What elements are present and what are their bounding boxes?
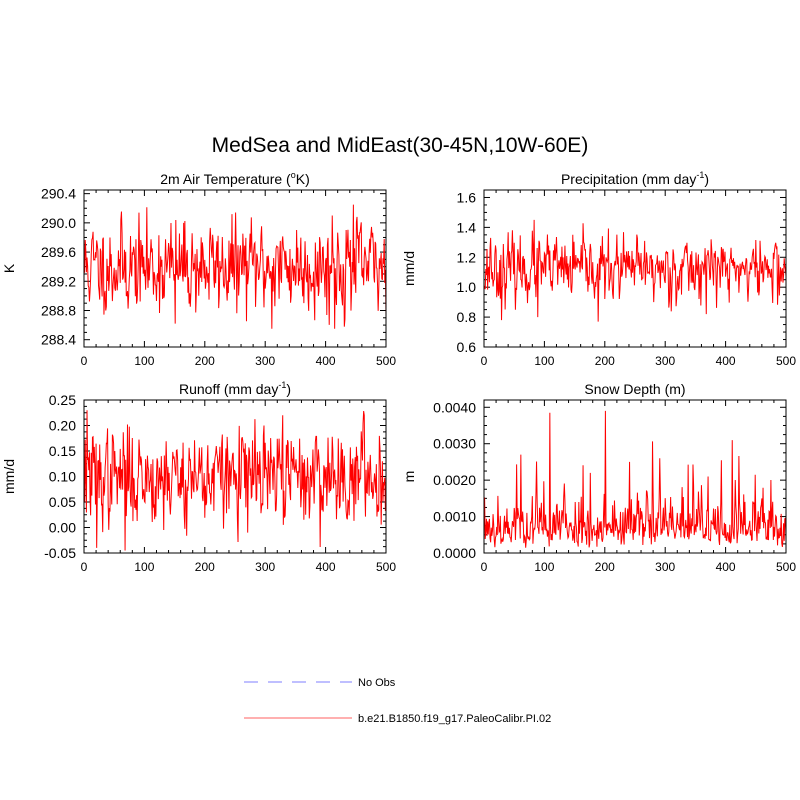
panel-title: Runoff (mm day-1) [179, 380, 291, 397]
plot-frame [83, 399, 387, 554]
x-tick-label: 0 [481, 354, 488, 368]
y-tick-label: 0.15 [49, 443, 76, 459]
panel-title-main: 2m Air Temperature ( [160, 171, 291, 187]
y-tick-label: 0.0030 [433, 436, 476, 452]
y-tick-label: 289.6 [41, 244, 76, 260]
series-line [84, 410, 386, 551]
y-tick-label: 290.0 [41, 215, 76, 231]
plot-frame [483, 189, 787, 348]
y-tick-label: 0.0010 [433, 509, 476, 525]
plot-frame [483, 399, 787, 554]
y-axis-label: m [401, 471, 417, 483]
y-tick-label: 1.2 [457, 249, 477, 265]
x-tick-label: 0 [81, 354, 88, 368]
x-tick-label: 100 [534, 560, 554, 574]
y-tick-label: 0.0020 [433, 472, 476, 488]
y-tick-label: 0.6 [457, 339, 477, 355]
panel-title: 2m Air Temperature (oK) [160, 170, 309, 187]
panel-title-main: Runoff (mm day [179, 381, 278, 397]
panel-title-end: ) [286, 381, 291, 397]
y-tick-label: 0.0000 [433, 545, 476, 561]
x-tick-label: 200 [195, 354, 215, 368]
x-tick-label: 0 [81, 560, 88, 574]
series-line [484, 410, 786, 548]
panel-title-end: K) [296, 171, 310, 187]
y-tick-label: 1.4 [457, 219, 477, 235]
y-tick-label: 289.2 [41, 273, 76, 289]
y-tick-label: 0.10 [49, 469, 76, 485]
panel-title-end: ) [704, 171, 709, 187]
y-tick-label: -0.05 [44, 545, 76, 561]
panel-1: 2m Air Temperature (oK) K 0 100 200 300 400 500… [1, 170, 396, 368]
x-tick-label: 300 [255, 560, 275, 574]
y-tick-label: 0.20 [49, 418, 76, 434]
legend-label-1: No Obs [358, 677, 396, 689]
series-line [484, 219, 786, 322]
legend: No Obs b.e21.B1850.f19_g17.PaleoCalibr.PI… [244, 677, 551, 725]
x-tick-label: 400 [716, 560, 736, 574]
plot-frame [83, 189, 387, 348]
x-tick-label: 200 [595, 560, 615, 574]
y-tick-label: 0.8 [457, 309, 477, 325]
x-tick-label: 500 [376, 560, 396, 574]
x-tick-label: 500 [376, 354, 396, 368]
panel-title-main: Snow Depth (m) [584, 381, 685, 397]
legend-label-2: b.e21.B1850.f19_g17.PaleoCalibr.PI.02 [358, 713, 551, 725]
panel-title: Precipitation (mm day-1) [561, 170, 709, 187]
panels: 2m Air Temperature (oK) K 0 100 200 300 400 500… [1, 170, 796, 574]
x-tick-label: 500 [776, 354, 796, 368]
y-tick-label: 0.00 [49, 520, 76, 536]
panel-title: Snow Depth (m) [584, 381, 685, 397]
panel-title-main: Precipitation (mm day [561, 171, 696, 187]
y-tick-label: 290.4 [41, 186, 76, 202]
panel-2: Precipitation (mm day-1) mm/d 0 100 200 300 40… [401, 170, 796, 368]
x-tick-label: 100 [534, 354, 554, 368]
y-axis-label: mm/d [401, 251, 417, 286]
x-tick-label: 400 [316, 354, 336, 368]
x-tick-label: 400 [716, 354, 736, 368]
x-tick-label: 0 [481, 560, 488, 574]
x-tick-label: 200 [195, 560, 215, 574]
panel-3: Runoff (mm day-1) mm/d 0 100 200 300 400 500 -0.… [1, 380, 396, 574]
x-tick-label: 100 [134, 560, 154, 574]
x-tick-label: 300 [255, 354, 275, 368]
panel-title-superscript: -1 [696, 170, 704, 180]
x-tick-label: 300 [655, 354, 675, 368]
panel-title-superscript: o [291, 170, 296, 180]
y-tick-label: 0.0040 [433, 399, 476, 415]
x-tick-label: 100 [134, 354, 154, 368]
figure-title: MedSea and MidEast(30-45N,10W-60E) [212, 134, 589, 157]
y-axis-label: K [1, 263, 17, 273]
y-tick-label: 288.8 [41, 302, 76, 318]
y-axis-label: mm/d [1, 459, 17, 494]
x-tick-label: 400 [316, 560, 336, 574]
x-tick-label: 500 [776, 560, 796, 574]
x-tick-label: 300 [655, 560, 675, 574]
x-tick-label: 200 [595, 354, 615, 368]
y-tick-label: 288.4 [41, 332, 76, 348]
y-tick-label: 1.0 [457, 279, 477, 295]
series-line [84, 204, 386, 329]
y-tick-label: 0.25 [49, 392, 76, 408]
y-tick-label: 1.6 [457, 189, 477, 205]
panel-title-superscript: -1 [278, 380, 286, 390]
y-tick-label: 0.05 [49, 494, 76, 510]
panel-4: Snow Depth (m) m 0 100 200 300 400 500 0.0000 0.0… [401, 381, 796, 574]
